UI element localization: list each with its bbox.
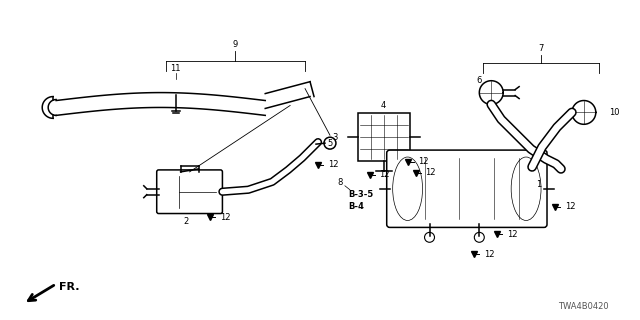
Text: 3: 3 <box>332 133 338 142</box>
FancyBboxPatch shape <box>387 150 547 228</box>
Text: 12: 12 <box>484 250 495 259</box>
Text: 12: 12 <box>220 213 230 222</box>
Text: 9: 9 <box>233 39 238 49</box>
Text: 11: 11 <box>170 64 181 73</box>
Text: TWA4B0420: TWA4B0420 <box>558 302 609 311</box>
Text: 7: 7 <box>538 44 544 53</box>
Text: 5: 5 <box>327 139 333 148</box>
Text: 12: 12 <box>419 157 429 166</box>
Bar <box>358 113 410 161</box>
Text: 12: 12 <box>380 170 390 180</box>
Text: 4: 4 <box>381 101 387 110</box>
Text: FR.: FR. <box>59 282 79 292</box>
Text: 10: 10 <box>609 108 620 117</box>
Text: 12: 12 <box>507 230 517 239</box>
Text: 8: 8 <box>337 178 342 187</box>
Text: 12: 12 <box>328 160 338 170</box>
FancyBboxPatch shape <box>157 170 223 213</box>
Text: 6: 6 <box>477 76 482 85</box>
Text: 1: 1 <box>536 180 541 189</box>
Text: B-4: B-4 <box>348 202 364 211</box>
Text: 2: 2 <box>183 217 188 226</box>
Text: 12: 12 <box>564 202 575 211</box>
Text: 12: 12 <box>425 168 436 177</box>
Text: B-3-5: B-3-5 <box>348 190 373 199</box>
